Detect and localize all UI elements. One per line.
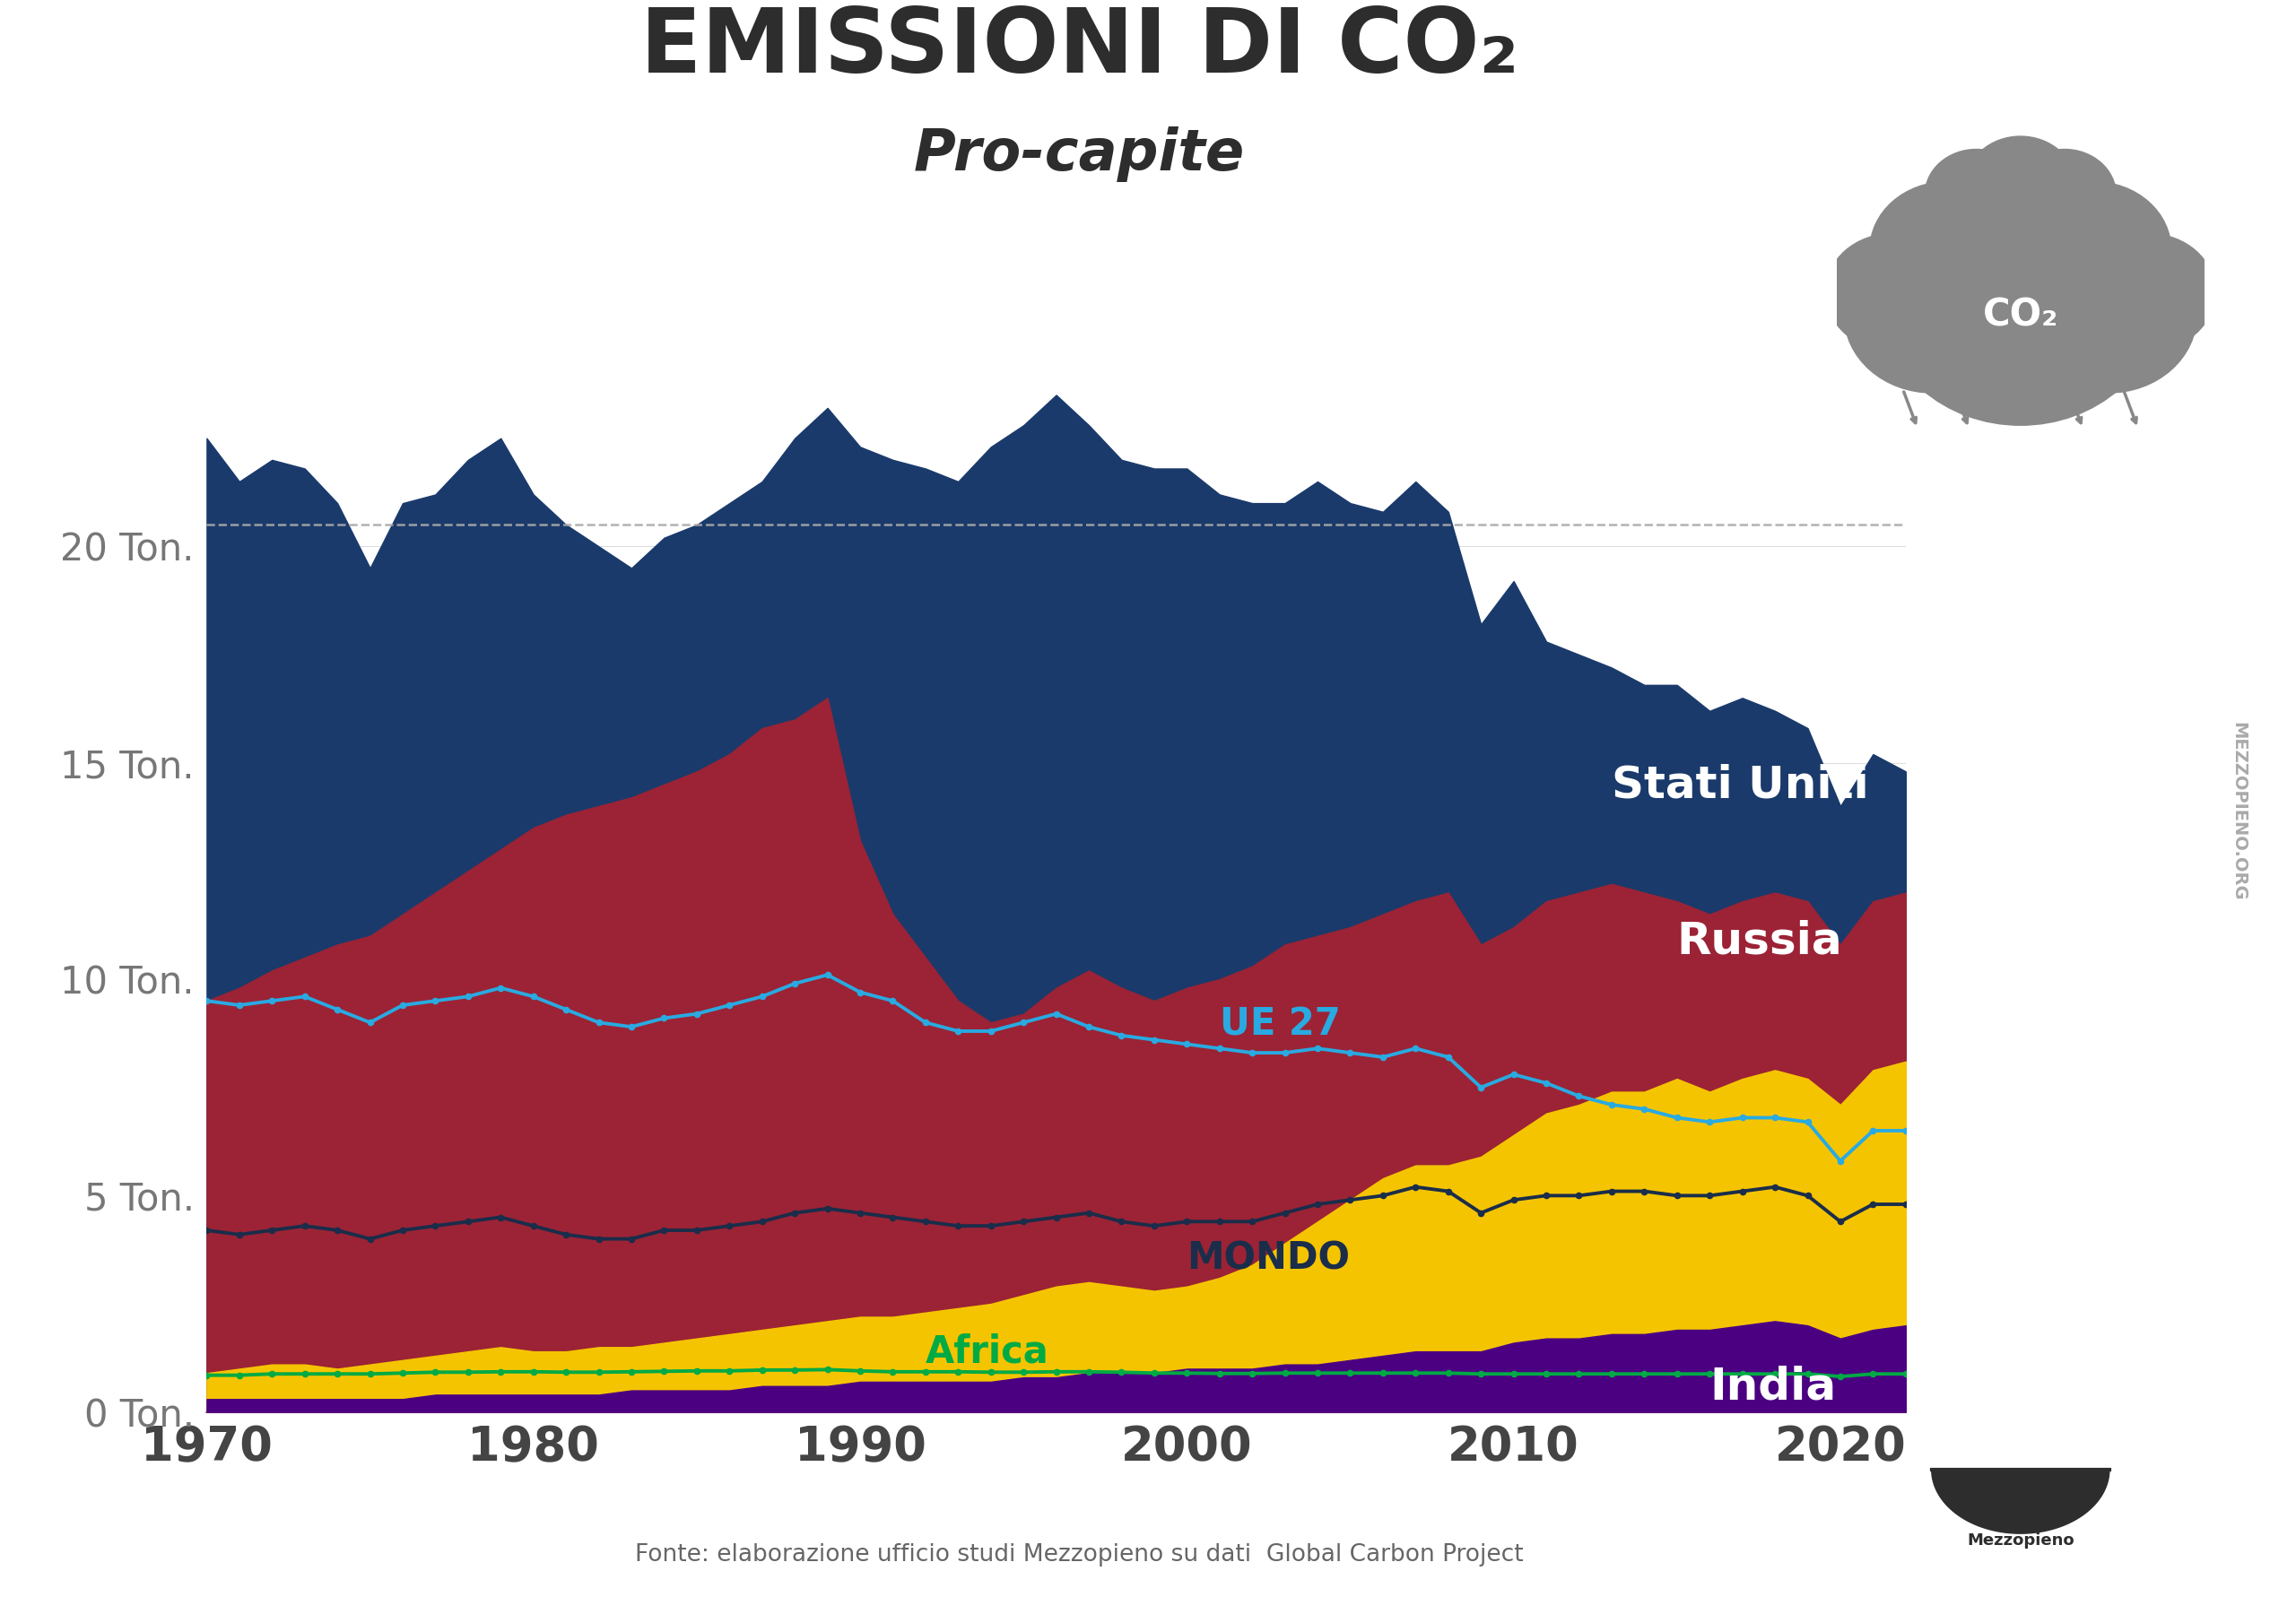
Circle shape (1880, 179, 2161, 425)
Circle shape (1917, 146, 2124, 328)
Circle shape (1844, 237, 2020, 393)
Circle shape (2020, 237, 2197, 393)
Text: UE 27: UE 27 (1219, 1006, 1341, 1044)
Text: Pro-capite: Pro-capite (914, 127, 1244, 182)
Text: Russia: Russia (1676, 919, 1844, 962)
Text: Fonte: elaborazione ufficio studi Mezzopieno su dati  Global Carbon Project: Fonte: elaborazione ufficio studi Mezzop… (636, 1543, 1522, 1566)
Circle shape (2082, 234, 2216, 351)
Circle shape (1965, 136, 2076, 234)
Text: MONDO: MONDO (1187, 1240, 1350, 1277)
Polygon shape (1931, 1469, 2110, 1534)
Circle shape (1924, 149, 2027, 240)
Text: MEZZOPIENO.ORG: MEZZOPIENO.ORG (2229, 722, 2248, 901)
Text: India: India (1711, 1365, 1837, 1409)
Circle shape (2016, 182, 2172, 318)
Text: CO₂: CO₂ (1984, 295, 2057, 334)
Circle shape (1869, 182, 2025, 318)
Text: Cina: Cina (1676, 1139, 1789, 1183)
Text: Mezzopieno: Mezzopieno (1968, 1532, 2073, 1548)
Text: Africa: Africa (925, 1332, 1049, 1370)
Circle shape (2014, 149, 2117, 240)
Text: EMISSIONI DI CO₂: EMISSIONI DI CO₂ (641, 5, 1518, 93)
Text: Stati Uniti: Stati Uniti (1612, 763, 1869, 807)
Circle shape (1825, 234, 1958, 351)
